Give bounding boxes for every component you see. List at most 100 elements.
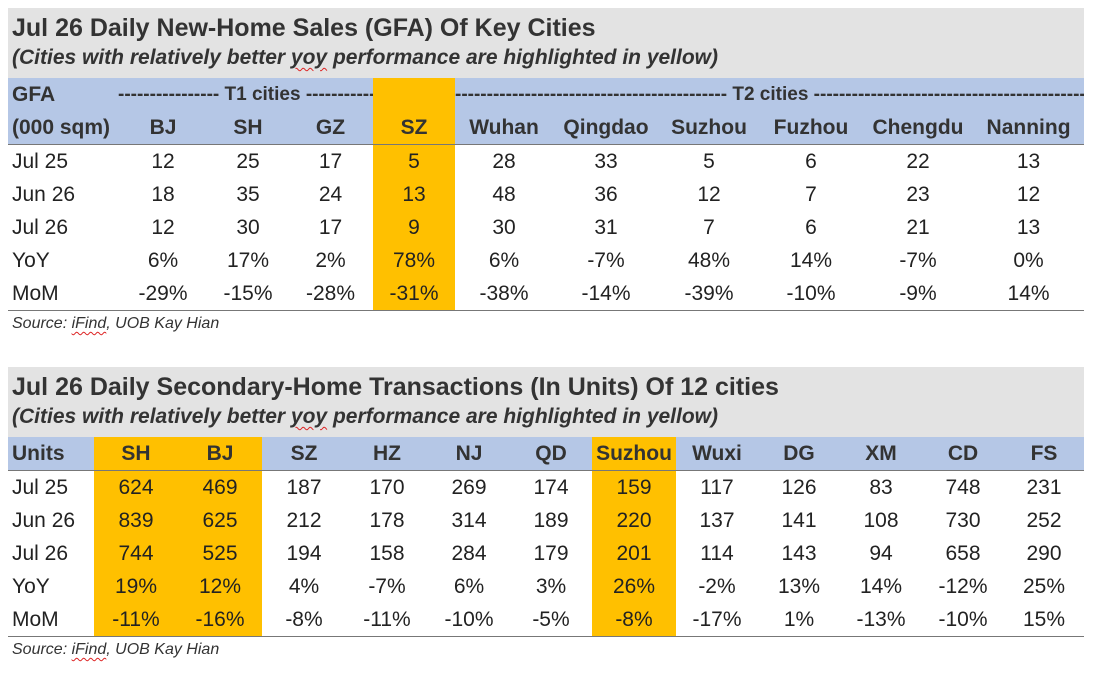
table2-subtitle-yoy: yoy: [290, 405, 328, 428]
table2-cell: 744: [94, 537, 178, 570]
table2-row-label: MoM: [12, 607, 59, 631]
table1-cell: 12: [1016, 182, 1041, 206]
table2-title-box: Jul 26 Daily Secondary-Home Transactions…: [8, 367, 1084, 437]
table2-cell: -10%: [444, 607, 494, 631]
table2-cell: 15%: [1022, 607, 1066, 631]
table2-cell: 252: [1026, 508, 1062, 532]
table2-row-label: Jun 26: [12, 508, 76, 532]
table2-source-part-a: Source:: [12, 641, 72, 658]
new-home-sales-table: GFA ---------------- T1 cities ---------…: [8, 78, 1085, 311]
table1-cell: 6: [805, 215, 817, 239]
table2-cell: 174: [533, 475, 569, 499]
table1-cell: 17%: [226, 248, 270, 272]
table2-cell: -11%: [363, 607, 411, 631]
table1-header-row-2: (000 sqm) BJ SH GZ SZ Wuhan Qingdao Suzhou Fuzh…: [8, 111, 1085, 145]
table2-cell: 94: [869, 541, 893, 565]
table1-cell: 5: [703, 149, 715, 173]
table1-row-label: MoM: [12, 281, 59, 305]
table1-city-header: Nanning: [986, 115, 1071, 139]
table1-cell: 0%: [1013, 248, 1044, 272]
table1-row: Jun 26 18 35 24 13 48 36 12 7 23 12: [8, 178, 1084, 211]
table1-row-label: YoY: [12, 248, 50, 272]
table1-cell: 31: [594, 215, 618, 239]
table1-title: Jul 26 Daily New-Home Sales (GFA) Of Key…: [12, 14, 596, 42]
table1-cell: 28: [492, 149, 516, 173]
table2-cell: 114: [700, 541, 734, 565]
table2-subtitle-part-b: performance are highlighted in yellow): [327, 405, 719, 428]
table1-body: Jul 25 12 25 17 5 28 33 5 6 22 13 Jun 26 18 35 24 13 48 3…: [8, 144, 1085, 311]
table2-city-header: FS: [1030, 441, 1058, 465]
table2-cell: 108: [863, 508, 899, 532]
table2-cell: -5%: [532, 607, 570, 631]
table2-city-header: SZ: [290, 441, 318, 465]
table2-cell: 658: [945, 541, 981, 565]
table1-cell: 30: [492, 215, 516, 239]
table1-city-header: Chengdu: [872, 115, 964, 139]
table2-cell: 12%: [178, 570, 262, 603]
table1-cell: 7: [703, 215, 715, 239]
table2-city-header: Wuxi: [692, 441, 742, 465]
table2-body: Jul 25 624 469 187 170 269 174 159 117 126 83 748 23…: [8, 470, 1084, 637]
table2-cell: 525: [178, 537, 262, 570]
table2-cell: -2%: [698, 574, 736, 598]
table1-city-header: Wuhan: [469, 115, 539, 139]
table1-cell: -39%: [684, 281, 734, 305]
table2-city-header: Suzhou: [592, 437, 676, 471]
table2-cell: -8%: [592, 603, 676, 637]
table1-cell: -38%: [479, 281, 529, 305]
table2-city-header: SH: [94, 437, 178, 471]
secondary-home-table: Units SH BJ SZ HZ NJ QD Suzhou Wuxi DG XM CD FS Jul…: [8, 437, 1084, 637]
table2-cell: -17%: [692, 607, 742, 631]
table1-title-box: Jul 26 Daily New-Home Sales (GFA) Of Key…: [8, 8, 1084, 78]
table2-cell: 624: [94, 470, 178, 504]
table2-cell: 143: [781, 541, 817, 565]
table2-cell: 730: [945, 508, 981, 532]
table2-row-label: Jul 25: [12, 475, 69, 499]
table1-cell: 6: [805, 149, 817, 173]
table1-cell: -7%: [899, 248, 937, 272]
table2-cell: 4%: [288, 574, 320, 598]
table1-cell: 6%: [147, 248, 179, 272]
table1-row: MoM -29% -15% -28% -31% -38% -14% -39% -10% -9% 14…: [8, 277, 1085, 311]
table2-header-units: Units: [12, 441, 65, 465]
table2-cell: 26%: [592, 570, 676, 603]
table1-cell: -7%: [587, 248, 625, 272]
table1-cell: 78%: [373, 244, 455, 277]
table2-cell: 290: [1026, 541, 1062, 565]
table2-row: Jun 26 839 625 212 178 314 189 220 137 141 108 730 2…: [8, 504, 1084, 537]
table1-cell: 12: [151, 215, 175, 239]
table1-cell: 9: [373, 211, 455, 244]
table2-cell: 1%: [783, 607, 815, 631]
table1-cell: 14%: [789, 248, 833, 272]
table2-subtitle: (Cities with relatively better yoy perfo…: [12, 403, 1080, 431]
table2-cell: 137: [699, 508, 735, 532]
table1-cell: -28%: [305, 281, 356, 305]
table1-row-label: Jul 25: [12, 149, 69, 173]
table1-cell: 36: [594, 182, 618, 206]
table1-city-header: SH: [233, 115, 263, 139]
table1-sz-header1-cell: [373, 78, 455, 111]
table2-city-header: DG: [783, 441, 815, 465]
table1-city-header: Qingdao: [563, 115, 649, 139]
table2-city-header: XM: [865, 441, 897, 465]
table1-cell: 13: [1016, 149, 1041, 173]
table2-cell: -11%: [94, 603, 178, 637]
table2-cell: -13%: [856, 607, 906, 631]
table2-cell: 194: [286, 541, 322, 565]
table1-t2-group-label: ----------------------------------------…: [455, 83, 1085, 105]
table2-cell: 269: [451, 475, 487, 499]
table2-city-header: NJ: [455, 441, 483, 465]
table2-cell: 220: [592, 504, 676, 537]
table1-cell: 12: [151, 149, 175, 173]
table2-row: MoM -11% -16% -8% -11% -10% -5% -8% -17% 1% -13% -1…: [8, 603, 1084, 637]
table2-cell: 212: [286, 508, 322, 532]
table2-cell: 170: [369, 475, 405, 499]
table2-city-header: QD: [535, 441, 567, 465]
table1-cell: 24: [318, 182, 343, 206]
table1-cell: 23: [906, 182, 930, 206]
table2-cell: 839: [94, 504, 178, 537]
table2-city-header: CD: [947, 441, 979, 465]
table1-cell: -10%: [786, 281, 836, 305]
table1-header-unit: (000 sqm): [12, 115, 111, 139]
table1-cell: 22: [906, 149, 930, 173]
